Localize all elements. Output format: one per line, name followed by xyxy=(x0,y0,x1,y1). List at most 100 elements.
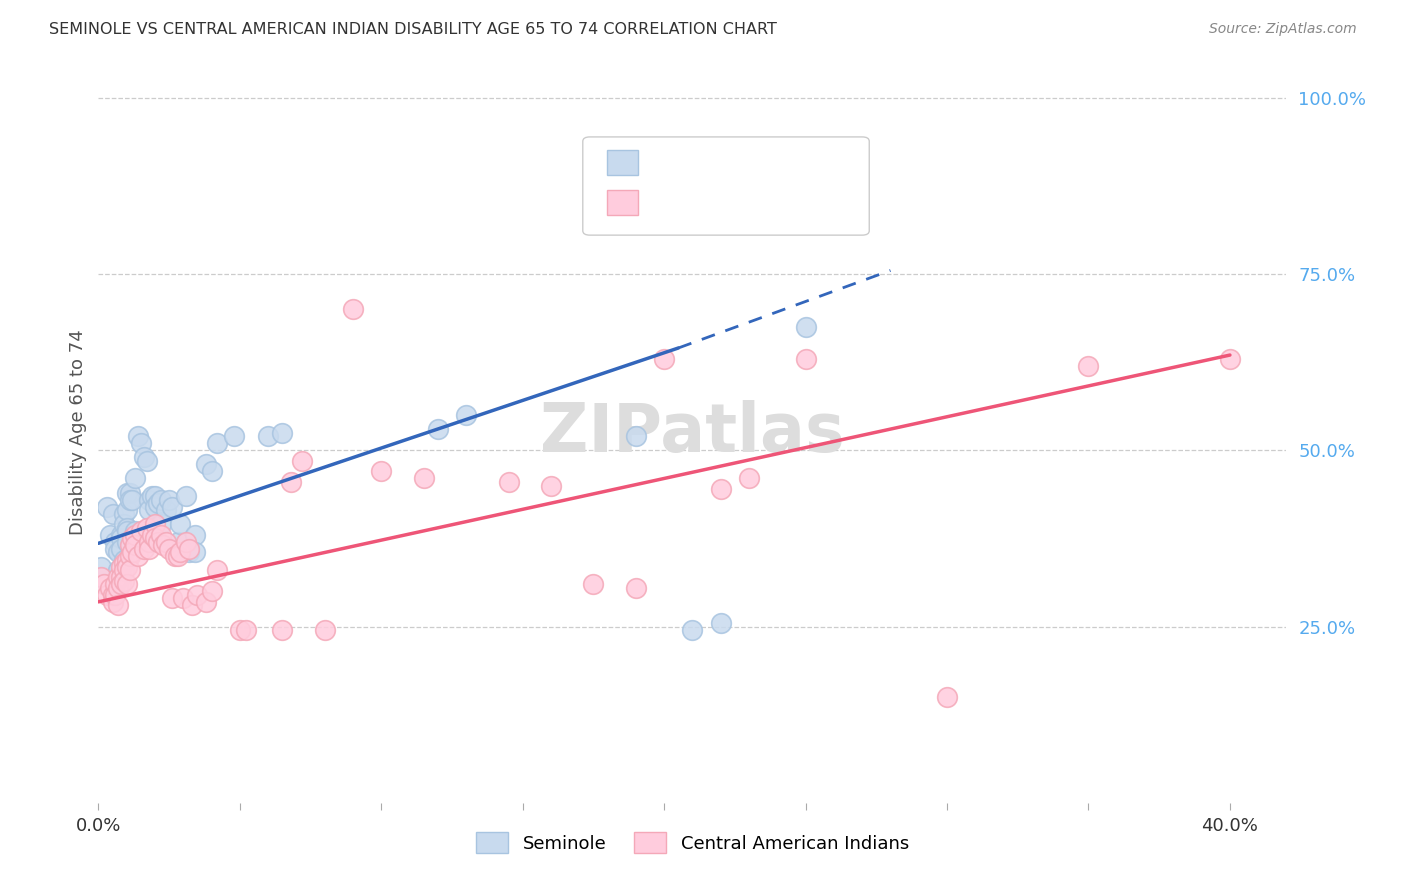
Point xyxy=(138,535,160,549)
Point xyxy=(710,615,733,630)
Point xyxy=(112,552,135,566)
Point xyxy=(124,471,146,485)
Point xyxy=(177,541,200,556)
Point xyxy=(129,436,152,450)
Point xyxy=(1077,359,1099,373)
Point xyxy=(101,595,124,609)
Point xyxy=(101,588,124,602)
Point xyxy=(104,535,127,549)
Point xyxy=(107,570,129,584)
Point xyxy=(118,563,141,577)
Point xyxy=(118,485,141,500)
Point xyxy=(194,595,217,609)
Point xyxy=(149,517,172,532)
Point xyxy=(138,503,160,517)
Point xyxy=(110,528,132,542)
Point xyxy=(314,623,336,637)
Point xyxy=(183,528,205,542)
Point xyxy=(143,500,166,514)
Point xyxy=(177,545,200,559)
Point xyxy=(229,623,252,637)
Point xyxy=(107,581,129,595)
Point xyxy=(412,471,434,485)
Point xyxy=(90,559,112,574)
Point xyxy=(146,535,169,549)
Point xyxy=(141,528,163,542)
Point xyxy=(127,549,149,563)
Point xyxy=(157,541,180,556)
Point xyxy=(710,482,733,496)
Point xyxy=(155,535,177,549)
Point xyxy=(194,458,217,472)
Text: R = 0.555   N = 74: R = 0.555 N = 74 xyxy=(652,193,852,211)
Point xyxy=(141,521,163,535)
Point xyxy=(115,577,138,591)
Point xyxy=(207,436,229,450)
Point xyxy=(107,545,129,559)
Point xyxy=(110,541,132,556)
Point xyxy=(118,549,141,563)
Point xyxy=(174,489,197,503)
Point xyxy=(540,478,562,492)
Point xyxy=(138,541,160,556)
Y-axis label: Disability Age 65 to 74: Disability Age 65 to 74 xyxy=(69,330,87,535)
Point xyxy=(498,475,520,489)
Point xyxy=(98,581,121,595)
Point xyxy=(200,584,222,599)
Point xyxy=(138,492,160,507)
Point xyxy=(1219,351,1241,366)
Point xyxy=(169,545,191,559)
Point xyxy=(624,581,647,595)
Point xyxy=(96,500,118,514)
Point xyxy=(224,429,246,443)
Point xyxy=(624,429,647,443)
Point xyxy=(112,517,135,532)
Point xyxy=(110,577,132,591)
Point xyxy=(112,574,135,588)
Point xyxy=(280,475,302,489)
Point xyxy=(115,552,138,566)
Point xyxy=(121,545,143,559)
Point xyxy=(110,559,132,574)
Point xyxy=(936,690,959,704)
Point xyxy=(112,556,135,570)
Point xyxy=(174,535,197,549)
Point xyxy=(107,599,129,613)
Point xyxy=(235,623,257,637)
Point xyxy=(135,521,157,535)
Point xyxy=(160,500,183,514)
Point xyxy=(152,538,174,552)
Point xyxy=(104,541,127,556)
Point xyxy=(163,549,186,563)
Point xyxy=(104,588,127,602)
Point xyxy=(132,541,155,556)
Point xyxy=(124,528,146,542)
Point xyxy=(115,559,138,574)
Legend: Seminole, Central American Indians: Seminole, Central American Indians xyxy=(468,825,917,861)
Point xyxy=(90,570,112,584)
Point xyxy=(200,464,222,478)
Point xyxy=(124,538,146,552)
Point xyxy=(172,591,194,606)
Point xyxy=(129,524,152,539)
Point xyxy=(141,489,163,503)
Point xyxy=(186,588,208,602)
Point xyxy=(149,492,172,507)
Point xyxy=(143,489,166,503)
Point xyxy=(681,623,703,637)
Point xyxy=(370,464,392,478)
Point xyxy=(112,507,135,521)
Point xyxy=(738,471,761,485)
Point xyxy=(166,549,188,563)
Point xyxy=(132,450,155,465)
Point xyxy=(118,492,141,507)
Point xyxy=(115,485,138,500)
Point xyxy=(143,517,166,532)
Point xyxy=(342,302,364,317)
Point xyxy=(115,503,138,517)
Point xyxy=(271,425,294,440)
Point xyxy=(794,319,817,334)
Point xyxy=(115,521,138,535)
Point xyxy=(110,532,132,546)
Point xyxy=(291,454,314,468)
